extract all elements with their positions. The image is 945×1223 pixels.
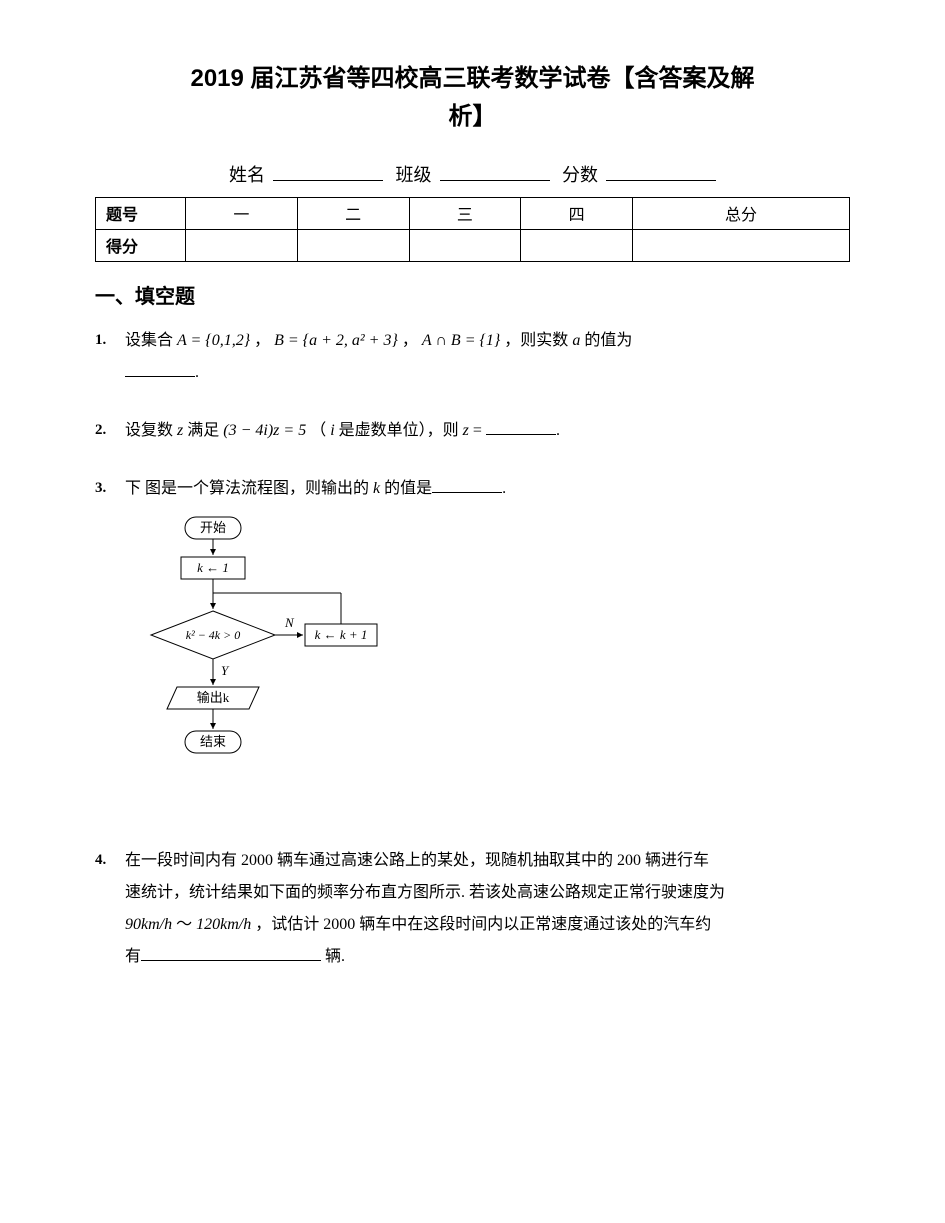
- header-col1: 一: [186, 197, 298, 229]
- q2-mid2: （: [310, 422, 330, 439]
- q4-line4b: 辆.: [321, 948, 345, 965]
- q3-blank[interactable]: [432, 477, 502, 493]
- q1-sep3: ，则实数: [504, 332, 572, 349]
- q3-var-k: k: [373, 480, 380, 497]
- q2-tail: .: [556, 422, 560, 439]
- q2-var-z2: z: [463, 422, 469, 439]
- name-blank[interactable]: [273, 161, 383, 181]
- row-score-label: 得分: [96, 229, 186, 261]
- q1-eq-c: A ∩ B = {1}: [422, 332, 500, 349]
- q1-eq-a: A = {0,1,2}: [177, 332, 250, 349]
- header-col3: 三: [409, 197, 521, 229]
- score-blank[interactable]: [606, 161, 716, 181]
- header-col2: 二: [297, 197, 409, 229]
- q4-line1: 在一段时间内有 2000 辆车通过高速公路上的某处，现随机抽取其中的 200 辆…: [125, 852, 709, 869]
- q4-blank[interactable]: [141, 945, 321, 961]
- q1-var-a: a: [572, 332, 580, 349]
- q2-mid3: 是虚数单位），则: [339, 422, 463, 439]
- student-info-row: 姓名 班级 分数: [95, 161, 850, 187]
- q4-line3d: ，试估计 2000 辆车中在这段时间内以正常速度通过该处的汽车约: [255, 916, 711, 933]
- q2-eqsign: =: [473, 422, 486, 439]
- q1-blank[interactable]: [125, 361, 195, 377]
- q3-post: 的值是: [384, 480, 432, 497]
- q1-sep2: ，: [402, 332, 422, 349]
- class-blank[interactable]: [440, 161, 550, 181]
- flowchart-diagram: 开始 k ← 1 k² − 4k > 0 N k ← k + 1 Y 输出k: [125, 513, 405, 795]
- q1-post: 的值为: [584, 332, 632, 349]
- fc-step-text: k ← k + 1: [315, 627, 368, 642]
- q2-mid1: 满足: [187, 422, 223, 439]
- q3-number: 3.: [95, 473, 106, 503]
- fc-end-text: 结束: [200, 734, 226, 749]
- fc-no-label: N: [284, 615, 295, 630]
- q1-sep1: ，: [254, 332, 274, 349]
- score-cell-total[interactable]: [633, 229, 850, 261]
- table-row: 得分: [96, 229, 850, 261]
- q1-number: 1.: [95, 325, 106, 355]
- q4-line2: 速统计，统计结果如下面的频率分布直方图所示. 若该处高速公路规定正常行驶速度为: [125, 884, 725, 901]
- q4-tilde: ～: [176, 916, 196, 933]
- q1-text-pre: 设集合: [125, 332, 177, 349]
- fc-out-text: 输出k: [197, 690, 230, 705]
- q2-blank[interactable]: [486, 419, 556, 435]
- score-cell-3[interactable]: [409, 229, 521, 261]
- q4-speed-low: 90km/h: [125, 916, 172, 933]
- section-1-heading: 一、填空题: [95, 280, 850, 309]
- doc-title-line1: 2019 届江苏省等四校高三联考数学试卷【含答案及解: [95, 60, 850, 98]
- q2-var-z1: z: [177, 422, 183, 439]
- name-label: 姓名: [229, 165, 265, 185]
- score-cell-2[interactable]: [297, 229, 409, 261]
- question-3: 3. 下 图是一个算法流程图，则输出的 k 的值是. 开始 k ← 1 k² −…: [95, 473, 850, 795]
- question-2: 2. 设复数 z 满足 (3 − 4i)z = 5 （ i 是虚数单位），则 z…: [95, 415, 850, 447]
- fc-cond-text: k² − 4k > 0: [186, 628, 240, 642]
- q1-tail: .: [195, 364, 199, 381]
- score-cell-4[interactable]: [521, 229, 633, 261]
- question-4: 4. 在一段时间内有 2000 辆车通过高速公路上的某处，现随机抽取其中的 20…: [95, 845, 850, 973]
- score-label: 分数: [562, 165, 598, 185]
- q2-pre: 设复数: [125, 422, 177, 439]
- doc-title-line2: 析】: [95, 98, 850, 136]
- fc-yes-label: Y: [221, 663, 230, 678]
- fc-start-text: 开始: [200, 520, 226, 535]
- q3-tail: .: [502, 480, 506, 497]
- q2-var-i: i: [330, 422, 334, 439]
- flowchart-svg: 开始 k ← 1 k² − 4k > 0 N k ← k + 1 Y 输出k: [125, 513, 405, 783]
- header-num: 题号: [96, 197, 186, 229]
- q2-eq: (3 − 4i)z = 5: [223, 422, 306, 439]
- q1-eq-b: B = {a + 2, a² + 3}: [274, 332, 398, 349]
- q4-line4a: 有: [125, 948, 141, 965]
- fc-init-text: k ← 1: [197, 560, 229, 575]
- q3-pre: 下 图是一个算法流程图，则输出的: [125, 480, 373, 497]
- header-col4: 四: [521, 197, 633, 229]
- score-cell-1[interactable]: [186, 229, 298, 261]
- question-1: 1. 设集合 A = {0,1,2} ， B = {a + 2, a² + 3}…: [95, 325, 850, 389]
- class-label: 班级: [396, 165, 432, 185]
- q2-number: 2.: [95, 415, 106, 445]
- score-table: 题号 一 二 三 四 总分 得分: [95, 197, 850, 262]
- header-total: 总分: [633, 197, 850, 229]
- q4-speed-high: 120km/h: [196, 916, 251, 933]
- table-row: 题号 一 二 三 四 总分: [96, 197, 850, 229]
- q4-number: 4.: [95, 845, 106, 875]
